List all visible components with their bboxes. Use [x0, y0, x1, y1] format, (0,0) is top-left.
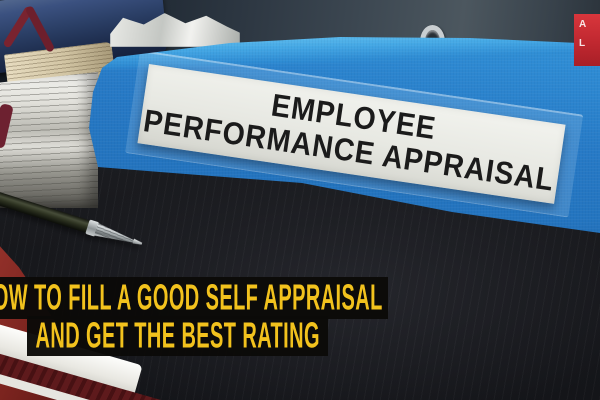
headline-bar-2: AND GET THE BEST RATING: [27, 316, 328, 356]
logo-letter-top: A: [579, 19, 587, 30]
headline-bar-1: HOW TO FILL A GOOD SELF APPRAISAL: [0, 277, 388, 319]
logo-letter-bottom: L: [579, 38, 586, 49]
headline-line-2: AND GET THE BEST RATING: [35, 316, 320, 356]
pen-tip: [94, 223, 136, 247]
headline-line-1: HOW TO FILL A GOOD SELF APPRAISAL: [0, 277, 383, 318]
logo-badge: A L: [574, 14, 600, 66]
paper-stack: [0, 72, 98, 208]
pen-nib: [133, 239, 143, 246]
